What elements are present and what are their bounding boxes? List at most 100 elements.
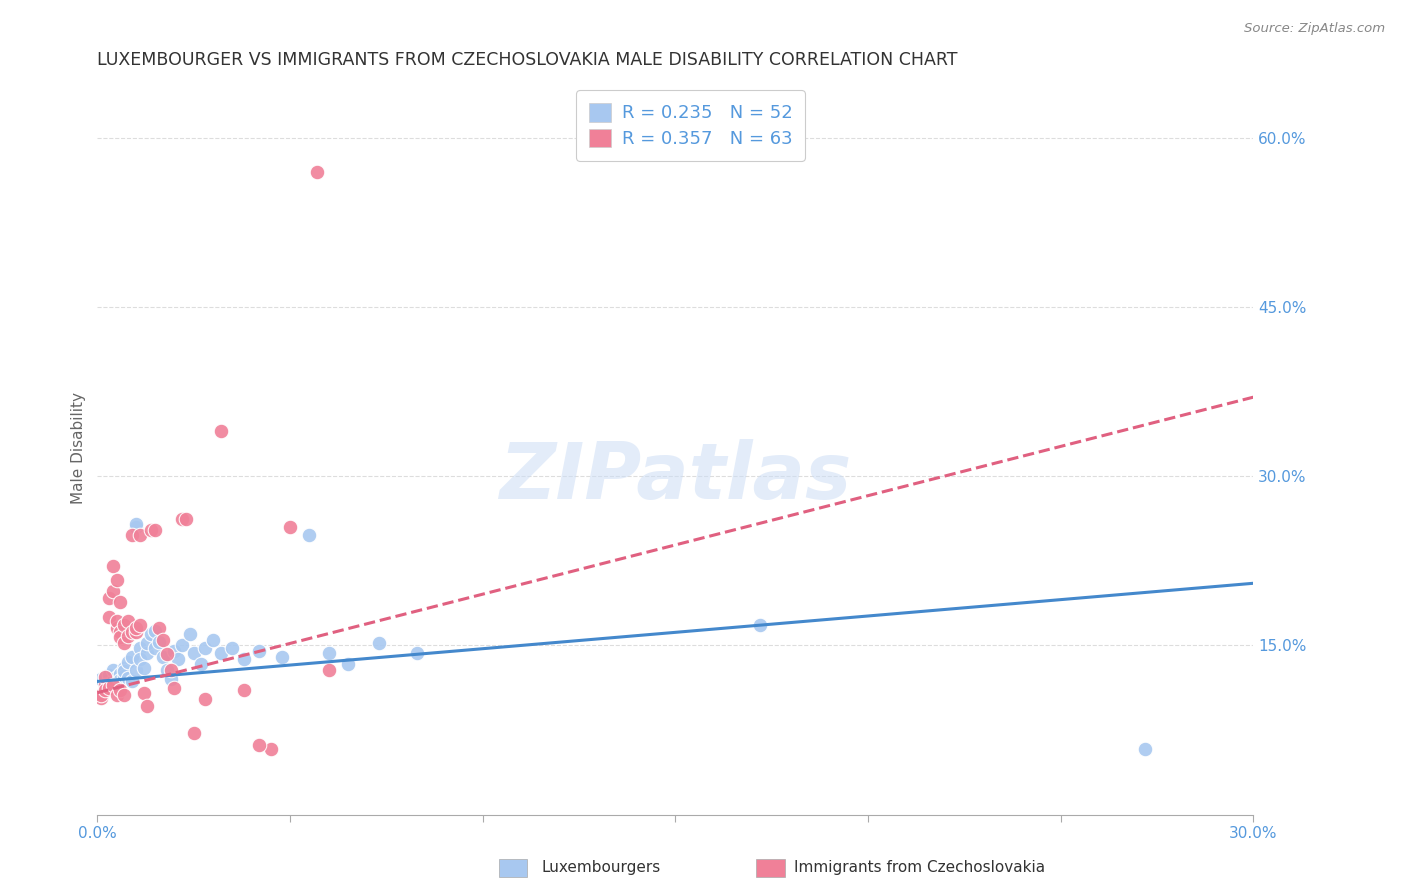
Point — [190, 657, 212, 672]
Point — [159, 663, 181, 677]
Point — [117, 629, 139, 643]
Point — [172, 638, 194, 652]
Point — [121, 528, 143, 542]
Point — [110, 673, 132, 688]
Point — [194, 640, 217, 655]
Point — [112, 669, 135, 683]
Point — [110, 624, 132, 639]
Point — [101, 584, 124, 599]
Point — [110, 631, 132, 645]
Point — [90, 691, 112, 706]
Point — [97, 610, 120, 624]
Point — [156, 648, 179, 662]
Point — [121, 674, 143, 689]
Point — [136, 699, 159, 714]
Point — [125, 516, 148, 531]
Point — [110, 683, 132, 698]
Point — [112, 661, 135, 675]
Text: ZIPatlas: ZIPatlas — [499, 439, 852, 516]
Point — [112, 665, 135, 679]
Point — [183, 646, 205, 660]
Point — [278, 520, 301, 534]
Text: Luxembourgers: Luxembourgers — [541, 861, 661, 875]
Point — [101, 674, 124, 689]
Point — [271, 649, 294, 664]
Text: Source: ZipAtlas.com: Source: ZipAtlas.com — [1244, 22, 1385, 36]
Point — [152, 632, 174, 647]
Point — [94, 670, 117, 684]
Point — [90, 672, 112, 686]
Point — [97, 681, 120, 696]
Point — [167, 652, 190, 666]
Point — [143, 624, 166, 638]
Point — [143, 523, 166, 537]
Point — [132, 661, 155, 675]
Point — [97, 591, 120, 605]
Point — [367, 636, 389, 650]
Point — [121, 649, 143, 664]
Point — [117, 655, 139, 669]
Point — [128, 618, 150, 632]
Point — [128, 640, 150, 655]
Point — [121, 624, 143, 639]
Point — [336, 657, 359, 672]
Point — [128, 528, 150, 542]
Point — [209, 424, 232, 438]
Point — [105, 670, 128, 684]
Point — [101, 663, 124, 677]
Bar — [499, 859, 527, 877]
Point — [163, 644, 186, 658]
Point — [125, 663, 148, 677]
Point — [117, 614, 139, 628]
Point — [232, 652, 254, 666]
Point — [101, 678, 124, 692]
Point — [105, 573, 128, 587]
Point — [152, 649, 174, 664]
Point — [101, 559, 124, 574]
Point — [406, 646, 429, 660]
Point — [201, 632, 224, 647]
Point — [90, 688, 112, 702]
Point — [136, 636, 159, 650]
Point — [174, 512, 197, 526]
Point — [112, 636, 135, 650]
Point — [163, 681, 186, 696]
Legend: R = 0.235   N = 52, R = 0.357   N = 63: R = 0.235 N = 52, R = 0.357 N = 63 — [576, 90, 806, 161]
Point — [318, 646, 340, 660]
Point — [156, 663, 179, 677]
Point — [125, 621, 148, 635]
Point — [94, 683, 117, 698]
Point — [141, 627, 163, 641]
Point — [260, 742, 283, 756]
Point — [298, 528, 321, 542]
Point — [1135, 742, 1157, 756]
Point — [194, 692, 217, 706]
Point — [94, 670, 117, 684]
Point — [97, 667, 120, 681]
Point — [247, 644, 270, 658]
Point — [105, 688, 128, 702]
Point — [94, 678, 117, 692]
Point — [125, 624, 148, 639]
Point — [221, 640, 243, 655]
Point — [318, 663, 340, 677]
Point — [305, 164, 328, 178]
Point — [112, 618, 135, 632]
Point — [148, 635, 170, 649]
Point — [179, 627, 201, 641]
Point — [232, 683, 254, 698]
Point — [183, 726, 205, 740]
Point — [97, 673, 120, 688]
Point — [159, 672, 181, 686]
Point — [110, 595, 132, 609]
Y-axis label: Male Disability: Male Disability — [72, 392, 86, 504]
Point — [105, 614, 128, 628]
Point — [172, 512, 194, 526]
Point — [141, 523, 163, 537]
Point — [143, 640, 166, 655]
Point — [749, 618, 772, 632]
Point — [125, 520, 148, 534]
Text: LUXEMBOURGER VS IMMIGRANTS FROM CZECHOSLOVAKIA MALE DISABILITY CORRELATION CHART: LUXEMBOURGER VS IMMIGRANTS FROM CZECHOSL… — [97, 51, 957, 69]
Point — [117, 671, 139, 685]
Point — [110, 666, 132, 681]
